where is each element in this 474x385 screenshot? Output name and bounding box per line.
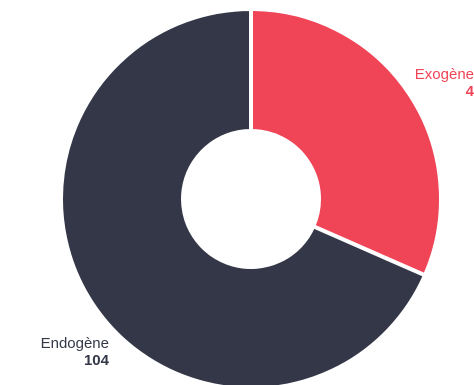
slice-exogène: [249, 6, 443, 278]
slice-endogène: [59, 6, 428, 385]
slice-value-exogène: 4: [466, 83, 474, 100]
slice-label-exogène: Exogène: [415, 66, 474, 83]
slices-group: [59, 6, 443, 385]
slice-label-endogène: Endogène: [41, 335, 109, 352]
slice-value-endogène: 104: [84, 352, 110, 369]
